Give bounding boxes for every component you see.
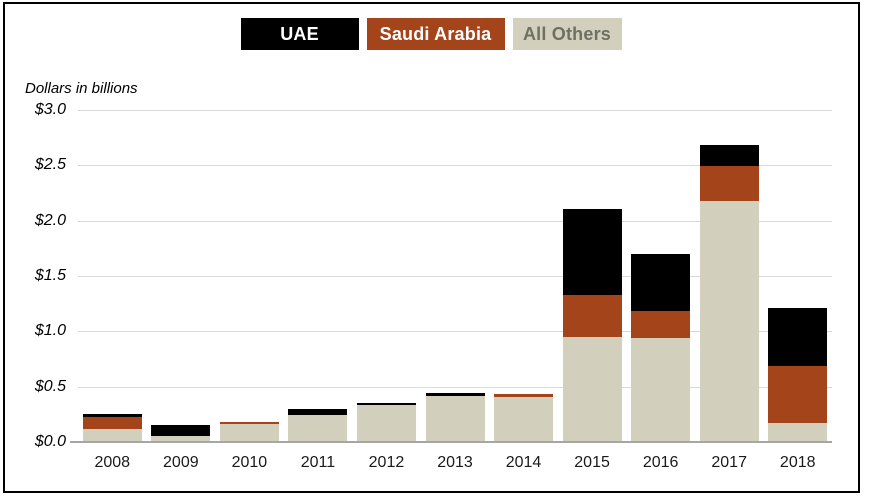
bar-segment-all-others-2014 [494, 396, 554, 442]
bar-segment-all-others-2008 [82, 428, 142, 442]
bar-segment-saudi-arabia-2016 [631, 311, 691, 338]
bar-segment-uae-2009 [151, 425, 211, 437]
y-tick-label: $0.5 [34, 377, 66, 395]
bar-segment-saudi-arabia-2017 [699, 166, 759, 201]
y-tick-label: $2.5 [34, 156, 66, 174]
bar-segment-uae-2013 [425, 393, 485, 396]
bar-segment-all-others-2017 [699, 200, 759, 442]
x-tick-label-2014: 2014 [505, 454, 542, 471]
x-tick-label-2013: 2013 [437, 454, 473, 471]
bar-segment-uae-2017 [699, 145, 759, 167]
bar-segment-all-others-2018 [768, 423, 828, 442]
gridline [78, 276, 832, 277]
y-axis-units-label: Dollars in billions [25, 80, 138, 97]
x-tick-label-2011: 2011 [300, 454, 336, 471]
bar-segment-uae-2015 [562, 208, 622, 295]
x-axis-line [70, 441, 832, 443]
gridline [78, 220, 832, 222]
legend-item-saudi-arabia: Saudi Arabia [366, 18, 505, 50]
legend-item-all-others: All Others [512, 18, 622, 50]
gridline [78, 386, 832, 388]
gridline [78, 165, 832, 167]
bar-segment-all-others-2011 [288, 415, 348, 442]
x-tick-label-2012: 2012 [368, 454, 405, 471]
bar-segment-saudi-arabia-2014 [494, 394, 554, 397]
x-tick-label-2018: 2018 [779, 454, 816, 471]
bar-segment-saudi-arabia-2008 [82, 416, 142, 429]
y-tick-label: $1.0 [34, 322, 66, 340]
gridline [78, 331, 832, 333]
bar-segment-uae-2012 [356, 403, 416, 406]
x-tick-label-2009: 2009 [163, 454, 199, 471]
chart-legend: UAE Saudi Arabia All Others [0, 18, 862, 50]
bar-segment-uae-2018 [768, 308, 828, 366]
x-tick-label-2016: 2016 [642, 454, 679, 471]
bar-segment-all-others-2013 [425, 395, 485, 442]
bar-segment-all-others-2015 [562, 336, 622, 442]
bar-segment-saudi-arabia-2018 [768, 365, 828, 424]
bar-segment-all-others-2016 [631, 337, 691, 442]
y-tick-label: $0.0 [34, 433, 66, 450]
x-tick-label-2010: 2010 [231, 454, 268, 471]
x-tick-label-2008: 2008 [94, 454, 131, 471]
y-tick-label: $2.0 [34, 211, 66, 229]
x-tick-label-2017: 2017 [711, 454, 747, 471]
plot-area [70, 110, 832, 443]
bar-segment-saudi-arabia-2015 [562, 294, 622, 337]
bar-segment-all-others-2012 [356, 405, 416, 442]
bar-segment-uae-2008 [82, 414, 142, 417]
y-tick-label: $1.5 [34, 267, 66, 284]
gridline [78, 110, 832, 111]
bar-segment-uae-2011 [288, 408, 348, 416]
bar-segment-uae-2016 [631, 253, 691, 312]
y-tick-label: $3.0 [34, 101, 66, 118]
legend-item-uae: UAE [240, 18, 359, 50]
bar-segment-all-others-2010 [219, 424, 279, 442]
x-tick-label-2015: 2015 [574, 454, 610, 471]
bar-segment-saudi-arabia-2010 [219, 422, 279, 425]
bar-segment-all-others-2009 [151, 436, 211, 442]
